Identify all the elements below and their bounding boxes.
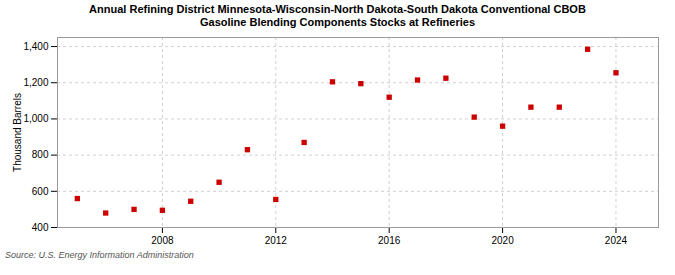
svg-text:600: 600 xyxy=(32,186,49,197)
svg-text:2008: 2008 xyxy=(151,235,174,246)
html-text:Source: U.S. Energy Informatio: Source: U.S. Energy Information Administ… xyxy=(5,250,194,260)
svg-text:2016: 2016 xyxy=(378,235,401,246)
svg-text:1,400: 1,400 xyxy=(23,41,48,52)
svg-text:1,200: 1,200 xyxy=(23,77,48,88)
svg-text:800: 800 xyxy=(32,149,49,160)
svg-text:2012: 2012 xyxy=(265,235,288,246)
svg-text:Thousand Barrels: Thousand Barrels xyxy=(12,93,23,172)
svg-text:1,000: 1,000 xyxy=(23,113,48,124)
html-text:Annual Refining District Minne: Annual Refining District Minnesota-Wisco… xyxy=(89,3,586,28)
svg-text:400: 400 xyxy=(32,222,49,233)
svg-text:2020: 2020 xyxy=(491,235,514,246)
svg-text:2024: 2024 xyxy=(605,235,628,246)
